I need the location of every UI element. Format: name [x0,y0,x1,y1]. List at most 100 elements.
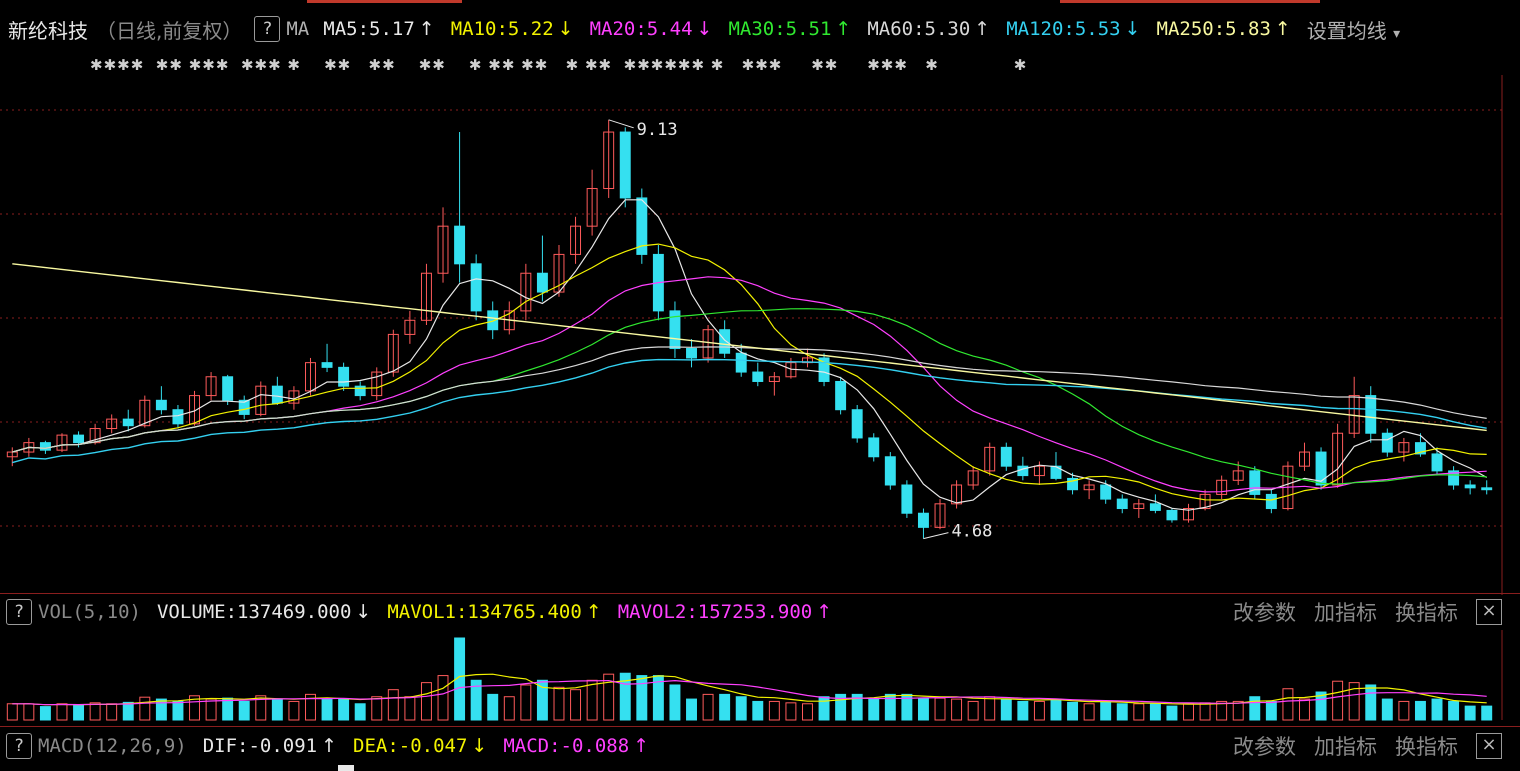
volume-bar [354,703,366,721]
candle-up [984,446,996,472]
candle-up [1199,493,1211,510]
candle-up [934,503,946,528]
volume-bar [536,679,548,721]
candle-up [420,272,432,321]
volume-bar [1116,703,1128,721]
vol-title: VOL(5,10) [38,601,141,623]
volume-bar [1183,703,1194,721]
volume-bar [454,637,466,721]
price-chart[interactable]: 9.13 4.68 [0,75,1520,595]
macd-help-button[interactable]: ? [6,733,32,759]
volume-bar [1265,700,1277,721]
candle-down [1017,465,1029,477]
top-accent-segment [1060,0,1320,3]
candle-up [951,484,963,505]
volume-bar [1000,698,1012,721]
candle-down [1149,503,1161,511]
vol-modify-params-button[interactable]: 改参数 [1233,601,1296,625]
volume-bar [1100,700,1112,721]
settings-ma-button[interactable]: 设置均线 ▾ [1307,15,1400,44]
candle-up [1183,508,1194,521]
candle-up [387,333,399,373]
candle-up [603,131,615,190]
macd-legend-value: MACD:-0.088 [503,735,630,757]
volume-bar [1216,700,1228,721]
volume-bar [636,675,648,721]
candle-up [371,371,383,397]
volume-bar [1332,680,1344,721]
volume-bar [520,684,532,721]
candle-up [1033,465,1045,477]
candle-down [454,225,466,265]
vol-help-button[interactable]: ? [6,599,32,625]
volume-bar [404,696,416,721]
ma10-line [12,243,1487,501]
candle-up [1398,442,1410,453]
vol-close-icon[interactable]: × [1476,599,1502,625]
ma-legend-value: MA120:5.53 [1006,18,1121,40]
candle-down [851,409,863,439]
volume-bar [1083,703,1095,721]
vol-switch-indicator-button[interactable]: 换指标 [1395,601,1458,625]
volume-bar [1481,705,1493,721]
candle-down [1481,487,1493,491]
mavol2-line [12,679,1487,706]
vol-add-indicator-button[interactable]: 加指标 [1314,601,1377,625]
candle-up [1083,484,1095,491]
candle-down [1414,442,1426,455]
volume-bar [603,673,615,721]
volume-bar [735,696,747,721]
arrow-up-icon: ↑ [1274,18,1291,40]
candle-down [155,399,167,411]
volume-bar [818,696,830,721]
macd-modify-params-button[interactable]: 改参数 [1233,735,1296,759]
ma-label: MA [286,18,310,40]
volume-bar [884,693,896,721]
candle-down [1166,509,1178,521]
volume-bar [802,703,813,721]
volume-bar [868,698,880,721]
volume-bar [503,696,515,721]
high-price-label: 9.13 [637,120,678,140]
candle-down [338,366,350,387]
candle-up [1232,470,1244,481]
volume-bar [1282,688,1294,721]
volume-bar [189,695,200,721]
macd-legend-value: DEA:-0.047 [353,735,468,757]
volume-bar [1464,705,1476,721]
macd-title: MACD(12,26,9) [38,735,187,757]
vol-legend: VOLUME:137469.000 ↓ MAVOL1:134765.400 ↑ MAVO… [157,601,848,623]
volume-bar [23,703,35,721]
volume-bar [420,682,432,721]
volume-bar [553,686,565,721]
candle-down [1448,470,1460,486]
candle-up [189,395,200,425]
volume-bar [139,696,151,721]
volume-bar [934,697,946,721]
volume-bar [172,700,184,721]
ma20-line [12,276,1487,493]
volume-bar [73,704,85,721]
candle-down [735,352,747,373]
macd-scroll-marker [338,765,354,771]
panel-divider [0,593,1520,594]
macd-close-icon[interactable]: × [1476,733,1502,759]
volume-bar [702,693,714,721]
volume-bar [1448,700,1460,721]
volume-chart[interactable] [0,630,1520,722]
volume-bar [238,700,250,721]
candle-up [56,434,68,451]
macd-switch-indicator-button[interactable]: 换指标 [1395,735,1458,759]
candle-up [1332,432,1344,486]
volume-bar [271,698,283,721]
macd-add-indicator-button[interactable]: 加指标 [1314,735,1377,759]
vol-legend-value: MAVOL1:134765.400 [387,601,582,623]
settings-ma-label: 设置均线 [1306,18,1387,43]
volume-bar [1381,698,1393,721]
candle-down [39,442,51,451]
price-panel-header: 新纶科技 （日线,前复权） ? MA MA5:5.17 ↑ MA10:5.22 ↓ MA… [0,12,1520,46]
vol-actions: 改参数 加指标 换指标 × [1215,595,1502,629]
info-marks-row[interactable]: ✱✱✱✱ ✱✱ ✱✱✱ ✱✱✱ ✱ ✱✱ ✱✱ ✱✱ ✱ ✱✱ ✱✱ ✱ ✱✱ … [90,56,1028,74]
ma30-line [12,308,1487,485]
help-button[interactable]: ? [254,16,281,42]
